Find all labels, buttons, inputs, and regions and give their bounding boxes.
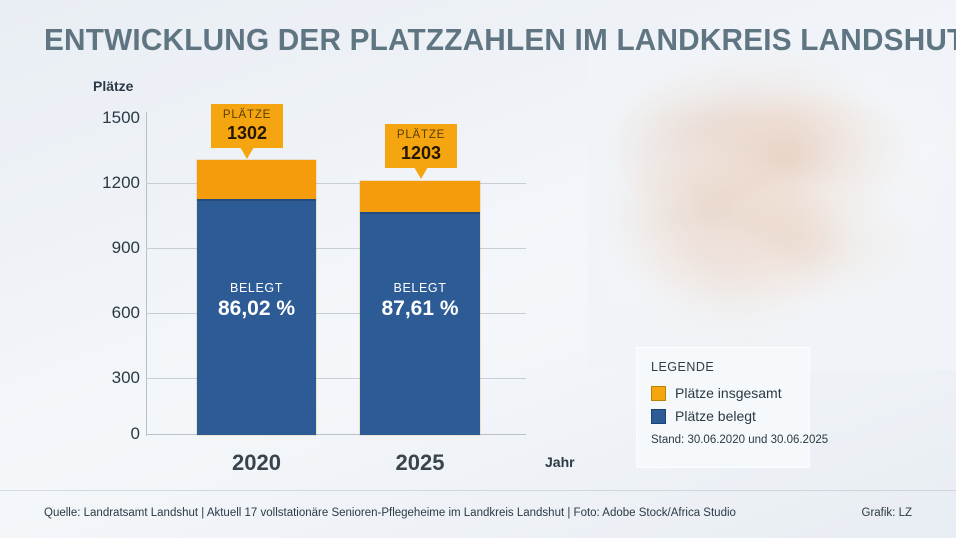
x-axis-title: Jahr <box>545 454 575 470</box>
gridline-300 <box>146 378 526 379</box>
page-title: ENTWICKLUNG DER PLATZZAHLEN IM LANDKREIS… <box>44 22 956 57</box>
bar-label-caption-2025: BELEGT <box>393 281 447 295</box>
legend-swatch-total-icon <box>651 385 666 401</box>
callout-2025[interactable]: PLÄTZE 1203 <box>385 124 457 180</box>
photo-fade-overlay <box>588 40 956 370</box>
y-axis-line <box>146 112 147 436</box>
legend-item-total[interactable]: Plätze insgesamt <box>651 385 795 401</box>
bar-label-value-2020: 86,02 % <box>217 297 296 320</box>
y-tick-0: 0 <box>130 424 140 443</box>
bar-group-2020[interactable]: BELEGT 86,02 % <box>197 119 316 435</box>
x-tick-2020: 2020 <box>232 450 281 475</box>
x-tick-2025: 2025 <box>395 450 445 475</box>
y-tick-1500: 1500 <box>102 108 140 127</box>
bar-chart: Plätze 1500 1200 900 600 300 0 BELEGT 86… <box>93 78 575 475</box>
legend-swatch-used-icon <box>651 408 666 424</box>
y-axis-title: Plätze <box>93 78 134 94</box>
bar-used-2020[interactable]: BELEGT 86,02 % <box>197 199 316 435</box>
hand-shape-5 <box>609 196 827 370</box>
y-tick-600: 600 <box>111 303 140 322</box>
hand-shape-2 <box>674 79 922 246</box>
callout-caption-2020: PLÄTZE <box>222 109 272 121</box>
legend-label-used: Plätze belegt <box>675 408 756 424</box>
callout-pointer-2025 <box>414 167 428 180</box>
y-tick-1200: 1200 <box>102 173 140 192</box>
bar-label-2025: BELEGT 87,61 % <box>360 281 480 321</box>
gridline-900 <box>146 248 526 249</box>
y-tick-900: 900 <box>111 238 140 257</box>
bar-group-2025[interactable]: BELEGT 87,61 % <box>360 119 480 435</box>
callout-value-2025: 1203 <box>400 142 442 163</box>
footer-credit: Grafik: LZ <box>861 507 912 519</box>
hands-photo <box>588 40 956 370</box>
footer-source: Quelle: Landratsamt Landshut | Aktuell 1… <box>44 507 736 519</box>
callout-pointer-2020 <box>240 147 254 160</box>
legend-panel: LEGENDE Plätze insgesamt Plätze belegt S… <box>637 348 829 467</box>
y-tick-300: 300 <box>111 368 140 387</box>
bar-label-value-2025: 87,61 % <box>381 297 459 320</box>
callout-caption-2025: PLÄTZE <box>396 129 446 141</box>
gridline-600 <box>146 313 526 314</box>
callout-2020[interactable]: PLÄTZE 1302 <box>211 104 283 160</box>
gridline-baseline <box>146 434 526 435</box>
plot-area: BELEGT 86,02 % BELEGT 87,61 % <box>146 118 526 435</box>
legend-label-total: Plätze insgesamt <box>675 385 782 401</box>
legend-heading: LEGENDE <box>651 360 715 374</box>
bar-label-caption-2020: BELEGT <box>230 281 283 295</box>
gridline-1200 <box>146 183 526 184</box>
bar-label-2020: BELEGT 86,02 % <box>197 281 316 321</box>
footer-divider <box>0 490 956 491</box>
callout-value-2020: 1302 <box>226 122 268 143</box>
bar-used-2025[interactable]: BELEGT 87,61 % <box>360 212 480 435</box>
legend-item-used[interactable]: Plätze belegt <box>651 408 795 424</box>
legend-date-note: Stand: 30.06.2020 und 30.06.2025 <box>651 434 829 446</box>
hand-shape-4 <box>704 177 922 313</box>
